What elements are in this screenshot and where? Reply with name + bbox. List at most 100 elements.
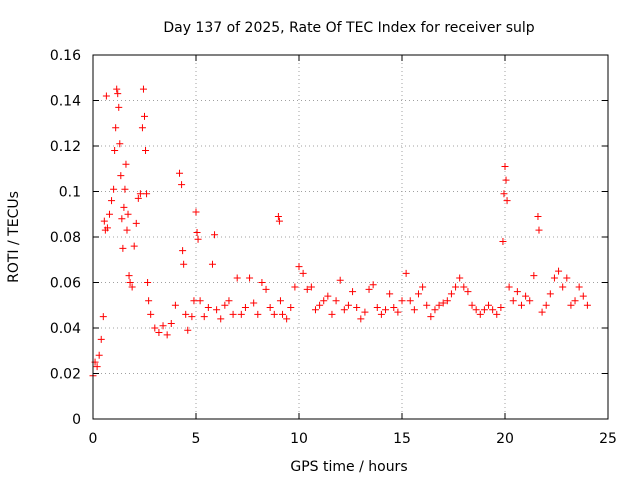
data-point (233, 274, 241, 282)
data-point (499, 238, 507, 246)
data-point (287, 304, 295, 312)
data-point (414, 290, 422, 298)
data-point (143, 190, 151, 198)
data-point (237, 310, 245, 318)
data-point (275, 217, 283, 225)
data-point (555, 267, 563, 275)
data-point (95, 351, 103, 359)
data-point (211, 231, 219, 239)
data-point (439, 299, 447, 307)
data-point (114, 90, 122, 98)
y-tick-label: 0 (72, 412, 81, 428)
data-point (431, 306, 439, 314)
data-point (513, 288, 521, 296)
data-point (332, 297, 340, 305)
data-point (402, 269, 410, 277)
data-point (340, 306, 348, 314)
data-point (125, 272, 133, 280)
data-point (144, 279, 152, 286)
x-tick-label: 10 (290, 431, 308, 447)
data-point (217, 315, 225, 323)
data-point (328, 310, 336, 318)
data-point (303, 285, 311, 293)
data-point (100, 217, 108, 225)
data-point (188, 313, 196, 321)
data-point (435, 301, 443, 309)
data-point (194, 235, 202, 243)
data-point (167, 319, 175, 327)
grid-lines (93, 55, 608, 419)
data-point (427, 313, 435, 321)
y-tick-label: 0.06 (50, 276, 81, 292)
data-point (142, 147, 150, 155)
data-point (344, 301, 352, 309)
y-tick-labels: 0 0.02 0.04 0.06 0.08 0.1 0.12 0.14 0.16 (50, 48, 81, 428)
data-point (246, 274, 254, 282)
data-point (176, 169, 184, 177)
data-point (373, 304, 381, 312)
data-point (200, 313, 208, 321)
data-point (241, 304, 249, 312)
data-point (110, 185, 118, 193)
data-point (270, 310, 278, 318)
data-point (123, 226, 131, 234)
data-point (130, 242, 138, 250)
data-point (382, 306, 390, 314)
data-point (132, 219, 140, 227)
data-point (295, 263, 303, 271)
axis-ticks (92, 54, 609, 420)
data-point (538, 308, 546, 316)
data-point (124, 210, 132, 218)
data-point (559, 283, 567, 291)
data-point (316, 301, 324, 309)
x-tick-label: 25 (599, 431, 617, 447)
y-tick-label: 0.1 (59, 185, 81, 201)
data-point (121, 185, 129, 193)
x-tick-label: 0 (89, 431, 98, 447)
y-tick-label: 0.02 (50, 367, 81, 383)
data-point (509, 297, 517, 305)
data-point (452, 283, 460, 291)
data-point (443, 297, 451, 305)
data-point (468, 301, 476, 309)
data-point (136, 190, 144, 198)
data-point (262, 285, 270, 293)
data-point (99, 313, 107, 321)
data-point (180, 260, 188, 268)
data-point (476, 310, 484, 318)
data-point (117, 172, 125, 180)
x-tick-labels: 0 5 10 15 20 25 (89, 431, 617, 447)
data-point (139, 85, 147, 93)
data-point (497, 304, 505, 312)
data-point (93, 363, 101, 371)
data-point (151, 324, 159, 332)
data-point (500, 190, 508, 198)
data-point (145, 297, 153, 305)
data-point (208, 260, 216, 268)
data-point (111, 147, 119, 155)
data-point (447, 290, 455, 298)
data-point (336, 276, 344, 284)
data-point (579, 292, 587, 300)
x-axis-label: GPS time / hours (290, 459, 407, 475)
data-point (291, 283, 299, 291)
data-point (155, 329, 163, 337)
data-point (324, 292, 332, 300)
data-point (193, 228, 201, 236)
data-point (530, 272, 538, 280)
data-point (311, 306, 319, 314)
data-point (115, 103, 123, 111)
data-point (113, 85, 121, 93)
data-point (567, 301, 575, 309)
data-point (410, 306, 418, 314)
data-point (112, 124, 120, 132)
data-point (361, 308, 369, 316)
data-point (460, 283, 468, 291)
data-point (406, 297, 414, 305)
data-point (221, 301, 229, 309)
data-point (534, 213, 542, 221)
data-point (394, 308, 402, 316)
data-point (464, 288, 472, 296)
data-point (320, 297, 328, 305)
